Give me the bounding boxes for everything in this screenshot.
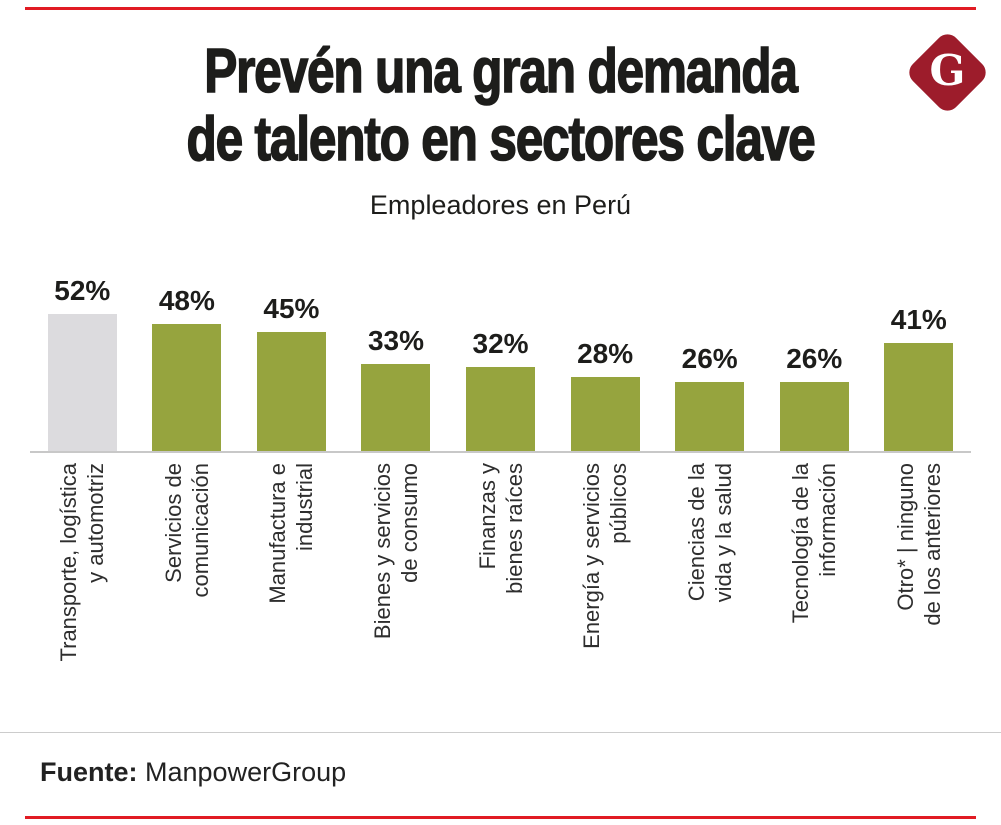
footer-divider <box>0 732 1001 733</box>
chart-subtitle: Empleadores en Perú <box>369 190 632 220</box>
bar <box>47 314 117 451</box>
bar-column: 32% <box>448 261 553 451</box>
category-label-line: Tecnología de la <box>788 463 814 624</box>
logo-letter-g: G <box>929 45 965 94</box>
category-label-cell: Ciencias de la vida y la salud <box>657 453 762 732</box>
bar <box>466 367 536 451</box>
category-label-line: vida y la salud <box>710 463 736 603</box>
bar-column: 45% <box>239 261 344 451</box>
bottom-red-rule <box>25 816 976 819</box>
bar <box>884 343 954 451</box>
header: Prevén una gran demanda de talento en sec… <box>0 0 1001 221</box>
title-line-1: Prevén una gran demanda <box>204 37 799 107</box>
bar-value-label: 28% <box>577 338 634 369</box>
source-value: ManpowerGroup <box>145 757 347 787</box>
category-label-line: comunicación <box>187 463 213 598</box>
category-label-line: bienes raíces <box>501 463 527 594</box>
category-label-cell: Tecnología de la información <box>762 453 867 732</box>
bar <box>152 324 222 451</box>
bar-column: 26% <box>657 261 762 451</box>
category-label-line: Transporte, logística <box>56 463 82 662</box>
category-label-cell: Transporte, logística y automotriz <box>30 453 135 732</box>
bar-value-label: 32% <box>472 328 529 359</box>
category-label: Tecnología de la información <box>787 463 841 703</box>
bar-value-label: 48% <box>158 285 215 316</box>
bar-value-label: 33% <box>367 325 424 356</box>
bar-value-label: 45% <box>263 293 320 324</box>
bar-value-label: 52% <box>54 275 111 306</box>
bar-chart: 52% 48% 45% 33% 32% 28% 26% 26% 41% Transporte, … <box>30 261 971 732</box>
bar-value-label: 26% <box>786 343 843 374</box>
category-labels-row: Transporte, logística y automotriz Servici… <box>30 453 971 732</box>
category-label-line: públicos <box>606 463 632 544</box>
category-label-cell: Bienes y servicios de consumo <box>344 453 449 732</box>
bar-column: 33% <box>344 261 449 451</box>
page-title: Prevén una gran demanda de talento en sec… <box>0 37 1001 175</box>
bar-column: 48% <box>135 261 240 451</box>
category-label: Energía y servicios públicos <box>578 463 632 703</box>
category-label-line: de consumo <box>396 463 422 583</box>
category-label-line: Bienes y servicios <box>369 463 395 640</box>
category-label-line: Manufactura e <box>265 463 291 604</box>
category-label: Finanzas y bienes raíces <box>474 463 528 703</box>
gestion-logo: G <box>903 28 991 116</box>
bar <box>570 377 640 451</box>
logo-diamond-shape: G <box>903 28 991 116</box>
bar-value-label: 26% <box>681 343 738 374</box>
category-label-cell: Servicios de comunicación <box>135 453 240 732</box>
category-label-line: Ciencias de la <box>683 463 709 602</box>
category-label-cell: Otro* | ninguno de los anteriores <box>867 453 972 732</box>
bar-column: 28% <box>553 261 658 451</box>
category-label: Servicios de comunicación <box>160 463 214 703</box>
bar <box>361 364 431 451</box>
bar <box>675 382 745 451</box>
category-label-line: y automotriz <box>83 463 109 583</box>
category-label: Ciencias de la vida y la salud <box>683 463 737 703</box>
bar <box>256 332 326 451</box>
bar-column: 41% <box>867 261 972 451</box>
bar-column: 52% <box>30 261 135 451</box>
top-red-rule <box>25 7 976 10</box>
category-label-cell: Manufactura e industrial <box>239 453 344 732</box>
source-label: Fuente: <box>40 757 138 787</box>
bar-value-label: 41% <box>890 304 947 335</box>
category-label-line: Servicios de <box>160 463 186 583</box>
category-label-line: información <box>815 463 841 577</box>
bars-row: 52% 48% 45% 33% 32% 28% 26% 26% 41% <box>30 261 971 453</box>
bar <box>779 382 849 451</box>
category-label-line: Otro* | ninguno <box>892 463 918 611</box>
category-label-line: de los anteriores <box>919 463 945 626</box>
category-label: Manufactura e industrial <box>264 463 318 703</box>
bar-column: 26% <box>762 261 867 451</box>
category-label: Transporte, logística y automotriz <box>55 463 109 703</box>
source-line: Fuente: ManpowerGroup <box>0 733 1001 788</box>
category-label-line: Finanzas y <box>474 463 500 570</box>
category-label: Otro* | ninguno de los anteriores <box>892 463 946 703</box>
category-label-cell: Finanzas y bienes raíces <box>448 453 553 732</box>
category-label-line: industrial <box>292 463 318 552</box>
title-line-2: de talento en sectores clave <box>186 105 817 175</box>
category-label: Bienes y servicios de consumo <box>369 463 423 703</box>
category-label-line: Energía y servicios <box>579 463 605 649</box>
category-label-cell: Energía y servicios públicos <box>553 453 658 732</box>
